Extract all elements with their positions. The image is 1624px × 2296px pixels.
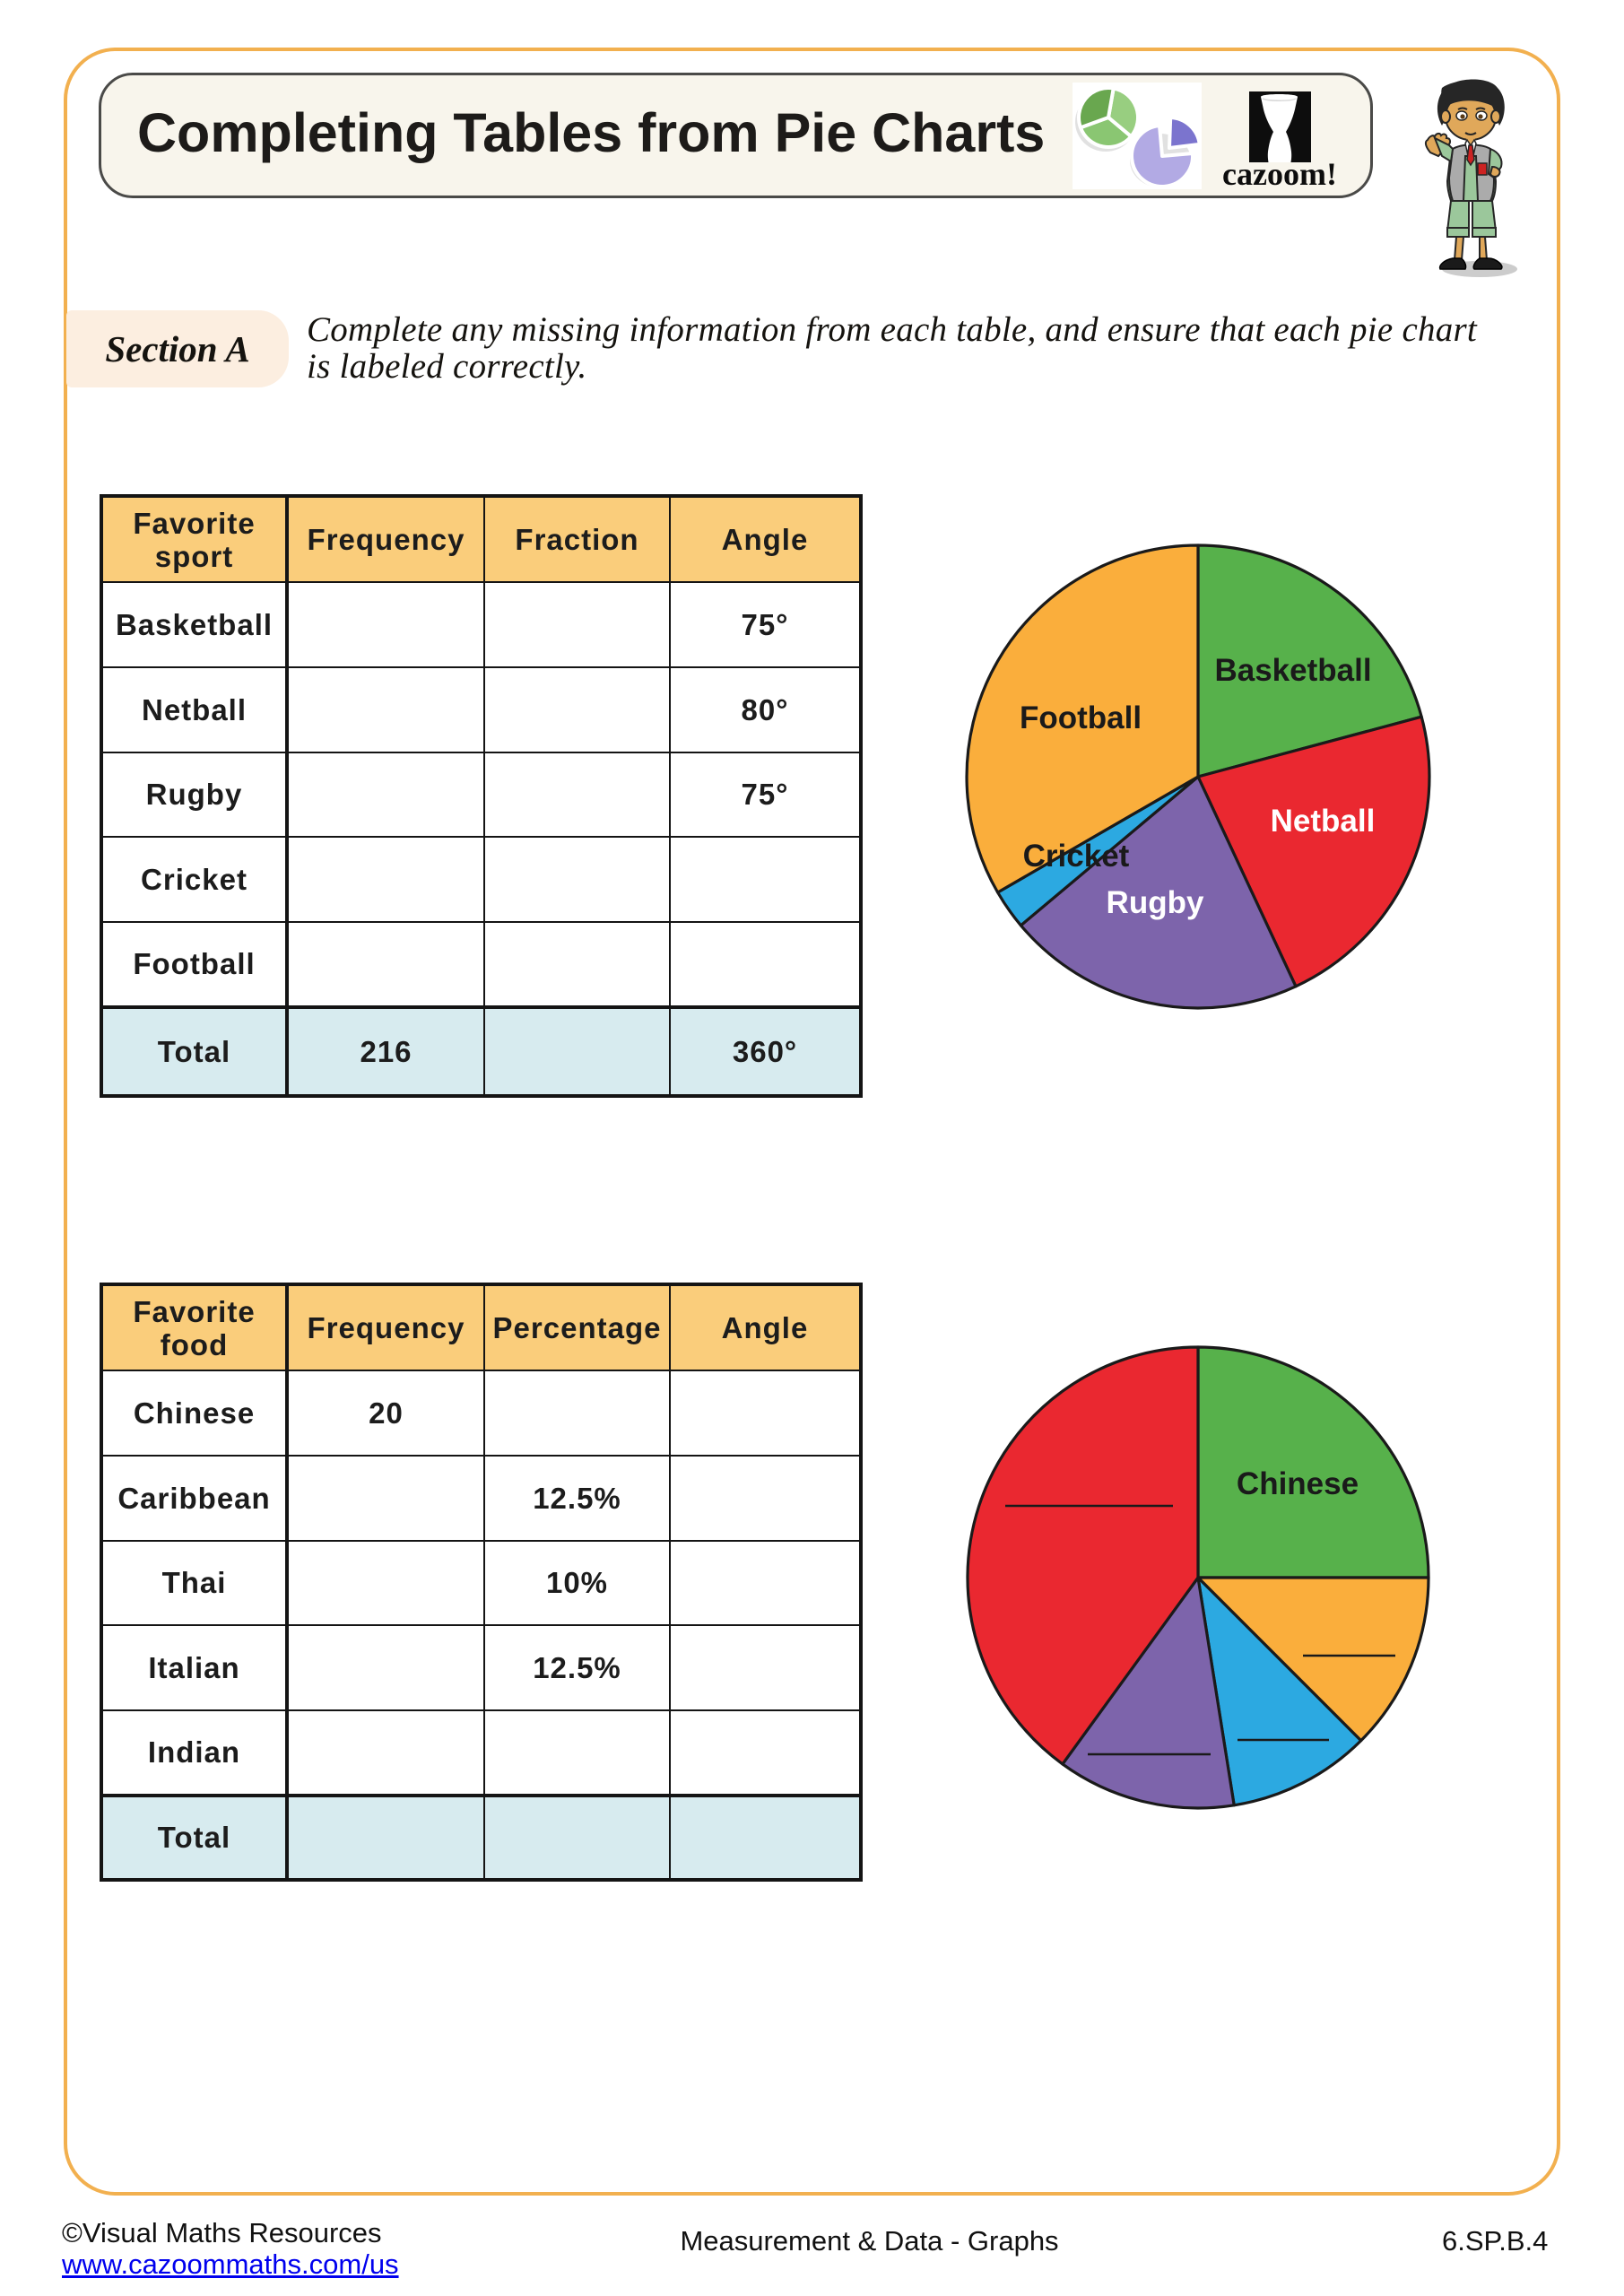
svg-text:Cricket: Cricket: [1023, 839, 1130, 874]
svg-text:Rugby: Rugby: [1107, 885, 1204, 920]
svg-text:Football: Football: [1020, 700, 1142, 735]
svg-text:cazoom!: cazoom!: [1222, 156, 1337, 192]
svg-text:Netball: Netball: [1271, 804, 1376, 839]
svg-text:Basketball: Basketball: [1214, 653, 1371, 688]
svg-text:Chinese: Chinese: [1237, 1466, 1359, 1501]
